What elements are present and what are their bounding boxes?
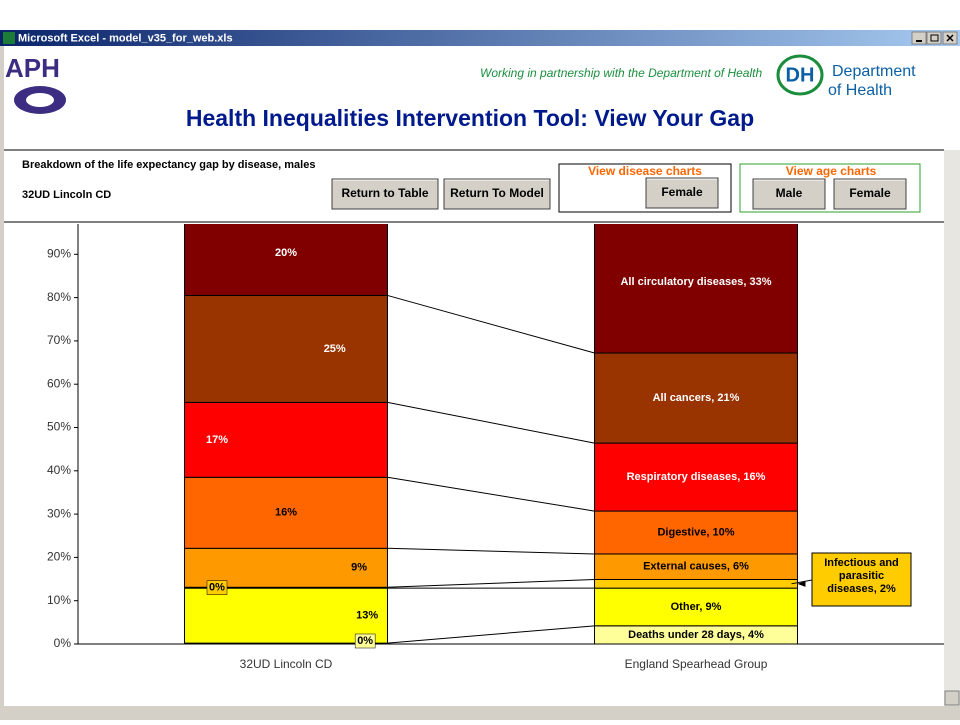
data-label: Respiratory diseases, 16% <box>627 471 766 483</box>
data-label: Other, 9% <box>671 601 722 613</box>
data-label: Infectious and parasitic diseases, 2% <box>824 557 899 595</box>
connector <box>387 578 595 588</box>
partnership-text: Working in partnership with the Departme… <box>480 66 762 80</box>
y-tick-label: 50% <box>47 420 71 434</box>
bar-segment <box>184 587 388 644</box>
bar-segment <box>594 442 798 512</box>
connector <box>387 476 595 512</box>
bar-segment <box>184 476 388 549</box>
excel-icon <box>3 32 15 44</box>
status-bar <box>0 706 960 720</box>
button-face[interactable] <box>752 178 826 210</box>
button-face[interactable] <box>443 178 551 210</box>
button-label[interactable]: Female <box>661 185 703 199</box>
button-label[interactable]: Male <box>776 186 803 200</box>
y-tick-label: 10% <box>47 593 71 607</box>
page-title: Health Inequalities Intervention Tool: V… <box>186 105 754 131</box>
left-frame <box>0 46 4 706</box>
icon <box>946 34 954 42</box>
bar-segment <box>184 547 388 588</box>
plot <box>184 224 798 645</box>
data-label: 9% <box>351 562 367 574</box>
callout-arrow <box>791 579 813 585</box>
data-label: 17% <box>206 434 228 446</box>
y-tick-label: 70% <box>47 333 71 347</box>
data-label: 25% <box>324 343 346 355</box>
callout-arrowhead <box>797 580 806 587</box>
y-tick-label: 80% <box>47 290 71 304</box>
dh-logo-ring <box>776 54 824 96</box>
data-label: 16% <box>275 507 297 519</box>
dh-name: Department <box>832 63 916 80</box>
data-label: 0% <box>357 635 373 647</box>
y-tick-label: 30% <box>47 506 71 520</box>
button[interactable]: Male <box>752 178 826 210</box>
y-tick-label: 20% <box>47 550 71 564</box>
data-label: Digestive, 10% <box>657 526 734 538</box>
box-label: View disease charts <box>588 164 702 178</box>
window-buttons <box>911 31 958 45</box>
scroll-down[interactable] <box>944 690 960 706</box>
data-label: External causes, 6% <box>643 561 749 573</box>
button-label[interactable]: Return to Table <box>341 186 428 200</box>
connector <box>387 547 595 555</box>
button-face[interactable] <box>833 178 907 210</box>
bar-segment <box>594 578 798 589</box>
connector <box>387 294 595 354</box>
bar-segment <box>594 352 798 444</box>
box-label: View age charts <box>786 164 877 178</box>
button-face[interactable] <box>645 177 719 209</box>
bar-segment <box>594 553 798 580</box>
data-label: 20% <box>275 247 297 259</box>
button[interactable]: Return To Model <box>443 178 551 210</box>
icon <box>930 34 939 42</box>
callout-box <box>811 552 912 607</box>
bar-segment <box>594 510 798 555</box>
x-tick-label: England Spearhead Group <box>625 657 768 671</box>
button-face[interactable] <box>331 178 439 210</box>
label-box <box>354 633 376 649</box>
apho-logo-text: APH <box>5 53 60 83</box>
y-tick-label: 90% <box>47 246 71 260</box>
connector <box>387 401 595 444</box>
y-tick-label: 40% <box>47 463 71 477</box>
label-box <box>206 580 228 595</box>
bar-segment <box>594 587 798 627</box>
minimize-button[interactable] <box>911 31 927 45</box>
area-name: 32UD Lincoln CD <box>22 189 111 201</box>
apho-logo-o <box>26 93 54 107</box>
button-label[interactable]: Female <box>849 186 891 200</box>
dh-logo: DH <box>786 64 815 86</box>
button-label[interactable]: Return To Model <box>450 186 544 200</box>
scrollbar[interactable] <box>944 150 960 706</box>
data-label: All cancers, 21% <box>653 392 740 404</box>
y-tick-label: 0% <box>54 636 72 650</box>
window-title: Microsoft Excel - model_v35_for_web.xls <box>18 32 233 44</box>
title-bar <box>0 30 960 46</box>
data-label: Deaths under 28 days, 4% <box>628 629 764 641</box>
bar-segment <box>594 224 798 354</box>
bar-segment <box>184 224 388 296</box>
connector <box>387 625 595 644</box>
subtitle: Breakdown of the life expectancy gap by … <box>22 159 315 171</box>
callout: Infectious and parasitic diseases, 2% <box>824 557 899 595</box>
y-tick-label: 60% <box>47 376 71 390</box>
bar-segment <box>184 294 388 403</box>
restore-button[interactable] <box>926 31 942 45</box>
data-label: 0% <box>209 582 225 594</box>
button[interactable]: Return to Table <box>331 178 439 210</box>
data-label: 13% <box>356 610 378 622</box>
button[interactable]: Female <box>833 178 907 210</box>
data-label: All circulatory diseases, 33% <box>620 276 771 288</box>
bar-segment <box>184 401 388 478</box>
x-tick-label: 32UD Lincoln CD <box>240 657 333 671</box>
dh-name: of Health <box>828 82 892 99</box>
button[interactable]: Female <box>645 177 719 209</box>
